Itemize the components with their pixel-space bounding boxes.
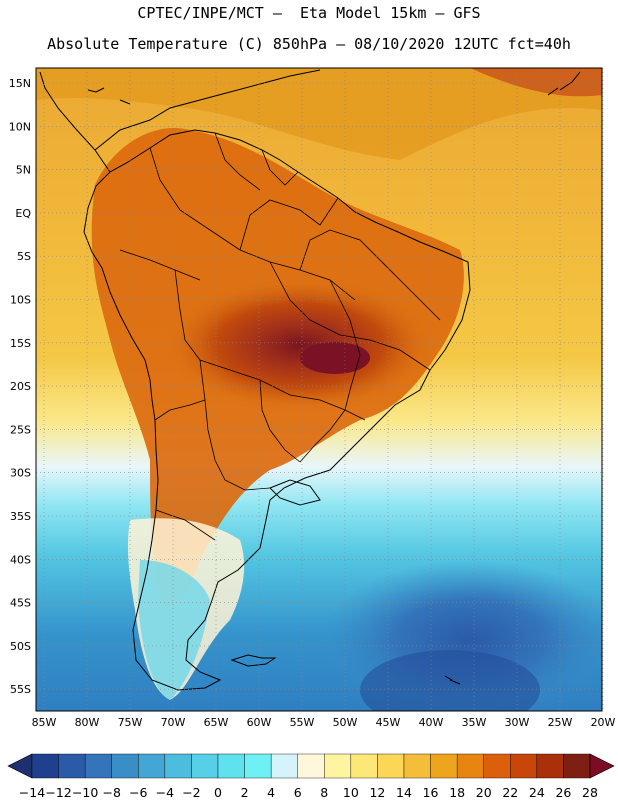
colorbar-label: −12 [45,785,71,800]
colorbar-swatch [270,753,298,779]
lon-label: 65W [204,716,229,729]
colorbar-swatch [430,753,458,779]
lat-label: 45S [10,597,31,610]
colorbar-label: −10 [72,785,98,800]
lat-label: 50S [10,640,31,653]
colorbar-swatch [510,753,538,779]
colorbar-label: 6 [294,785,302,800]
lon-label: 55W [290,716,315,729]
colorbar-label: 20 [476,785,492,800]
chart-title-line2: Absolute Temperature (C) 850hPa – 08/10/… [47,35,571,53]
colorbar: −14 −12 −10 −8 −6 −4 −2 0 2 4 6 8 10 12 14 16 18 20 22 24 26… [7,753,615,800]
lat-label: 30S [10,467,31,480]
colorbar-label: 12 [369,785,385,800]
lon-label: 40W [419,716,444,729]
heat-core [160,275,440,415]
heat-max [300,342,370,374]
colorbar-swatch [164,753,192,779]
colorbar-label: −6 [129,785,147,800]
longitude-labels: 85W 80W 75W 70W 65W 60W 55W 50W 45W 40W 35W 30W 25W 2… [32,716,616,729]
colorbar-swatch [350,753,378,779]
colorbar-swatch [217,753,245,779]
lon-label: 30W [505,716,530,729]
colorbar-label: 14 [396,785,412,800]
plot-frame [35,67,603,712]
lat-label: 25S [10,423,31,436]
colorbar-swatch [456,753,484,779]
colorbar-label: −2 [182,785,200,800]
colorbar-label: 24 [529,785,545,800]
colorbar-label: 8 [320,785,328,800]
colorbar-label: −14 [19,785,45,800]
lon-label: 70W [161,716,186,729]
colorbar-label: 28 [582,785,598,800]
lat-label: 10N [9,120,31,133]
lon-label: 60W [247,716,272,729]
colorbar-swatch [58,753,86,779]
lon-label: 45W [376,716,401,729]
colorbar-label: 16 [423,785,439,800]
lat-label: 20S [10,380,31,393]
colorbar-under-arrow [7,753,33,779]
colorbar-swatch [297,753,325,779]
colorbar-label: 26 [555,785,571,800]
colorbar-label: 18 [449,785,465,800]
map-plot-area [36,68,602,711]
lat-label: 35S [10,510,31,523]
colorbar-label: 10 [343,785,359,800]
colorbar-label: −8 [102,785,120,800]
lat-label: 40S [10,553,31,566]
lat-label: 5N [16,164,31,177]
colorbar-label: 22 [502,785,518,800]
lon-label: 50W [333,716,358,729]
lon-label: 75W [118,716,143,729]
lon-label: 20W [591,716,616,729]
colorbar-swatch [377,753,405,779]
colorbar-label: 0 [214,785,222,800]
coastlines [39,69,581,691]
colorbar-swatch [191,753,219,779]
colorbar-label: 4 [267,785,275,800]
colorbar-swatch [138,753,166,779]
north-warm-band [36,68,602,160]
lat-label: EQ [15,207,31,220]
lat-label: 5S [17,250,31,263]
latitude-labels: 15N 10N 5N EQ 5S 10S 15S 20S 25S 30S 35S 40S 45S 50S 5… [9,77,32,696]
lat-label: 15N [9,77,31,90]
lon-label: 25W [548,716,573,729]
colorbar-swatch [563,753,591,779]
lon-label: 35W [462,716,487,729]
colorbar-swatch [111,753,139,779]
lon-label: 80W [75,716,100,729]
colorbar-label: −4 [156,785,174,800]
colorbar-swatch [536,753,564,779]
colorbar-swatch [403,753,431,779]
lat-label: 55S [10,683,31,696]
colorbar-swatch [84,753,112,779]
colorbar-over-arrow [589,753,615,779]
lat-label: 15S [10,337,31,350]
country-borders [119,132,441,541]
chart-title-line1: CPTEC/INPE/MCT – Eta Model 15km – GFS [137,4,481,22]
north-east-hot [470,68,602,97]
colorbar-label: 2 [241,785,249,800]
lon-label: 85W [32,716,57,729]
colorbar-swatch [324,753,352,779]
colorbar-swatch [483,753,511,779]
lat-label: 10S [10,294,31,307]
colorbar-swatch [31,753,59,779]
colorbar-swatch [244,753,272,779]
